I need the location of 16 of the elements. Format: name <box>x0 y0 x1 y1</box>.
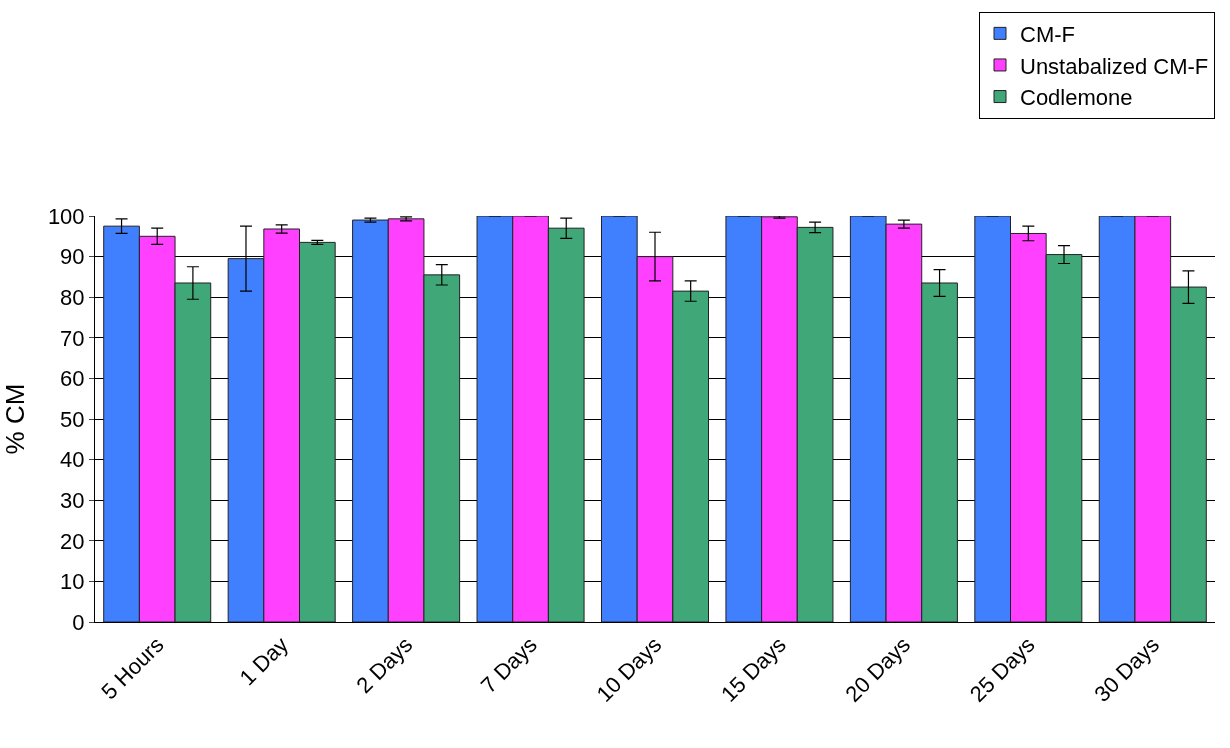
y-tick-label: 90 <box>60 244 85 270</box>
legend-label: Codlemone <box>1020 85 1133 111</box>
y-tick-label: 100 <box>47 203 85 229</box>
y-tick-label: 40 <box>60 447 85 473</box>
y-tick-label: 30 <box>60 487 85 513</box>
y-tick-label: 70 <box>60 325 85 351</box>
y-tick-label: 50 <box>60 406 85 432</box>
legend-label: CM-F <box>1020 21 1075 47</box>
y-tick-label: 0 <box>72 609 85 635</box>
y-tick-label: 60 <box>60 366 85 392</box>
legend-label: Unstabalized CM-F <box>1020 53 1209 79</box>
y-tick-label: 20 <box>60 528 85 554</box>
y-axis-title: % CM <box>0 383 31 455</box>
y-tick-label: 80 <box>60 284 85 310</box>
x-tick-label: 1 Day <box>234 632 293 691</box>
y-tick-label: 10 <box>60 569 85 595</box>
